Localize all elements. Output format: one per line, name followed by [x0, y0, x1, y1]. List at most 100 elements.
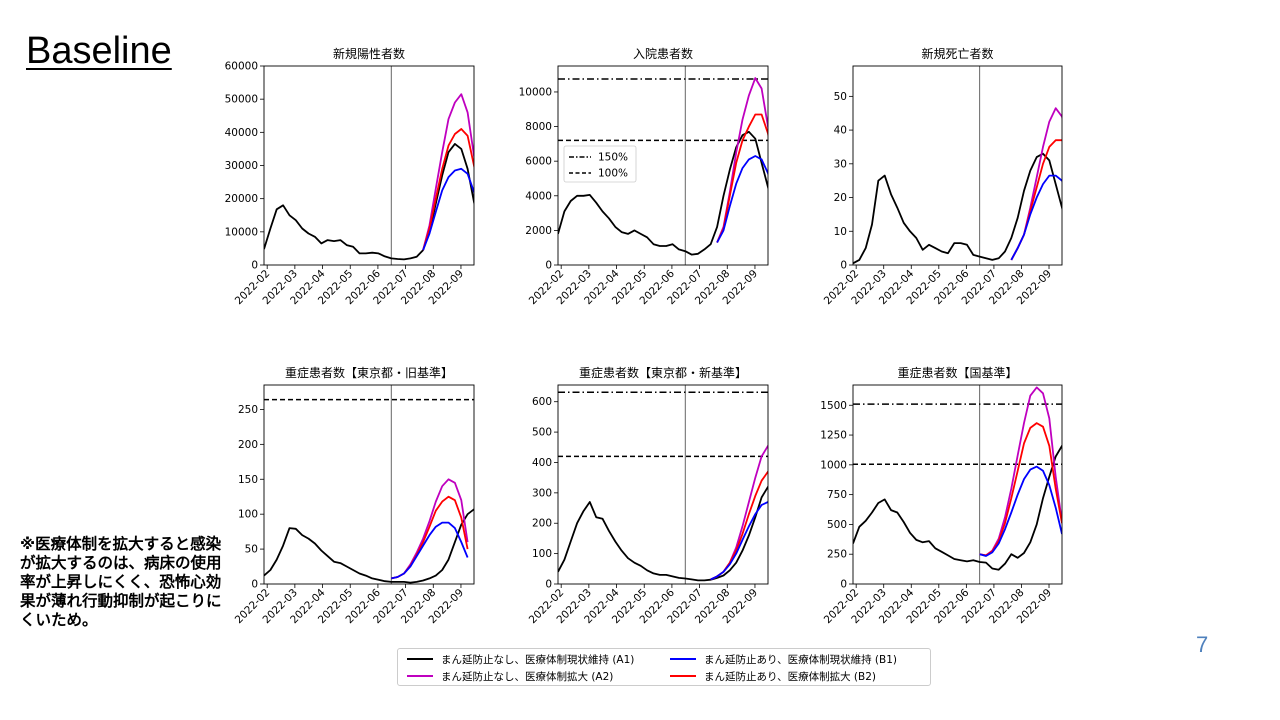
- chart-panel-6: 重症患者数【国基準】02505007501000125015002022-022…: [820, 365, 1063, 626]
- y-tick-label: 20: [834, 192, 847, 204]
- series-line-b1: [716, 155, 768, 243]
- y-tick-label: 200: [238, 439, 258, 451]
- series-line-a1: [264, 142, 474, 261]
- y-tick-label: 500: [532, 427, 552, 439]
- series-line-a2: [710, 444, 768, 581]
- chart-legend: まん延防止なし、医療体制現状維持 (A1) まん延防止あり、医療体制現状維持 (…: [397, 648, 931, 686]
- y-tick-label: 0: [545, 260, 552, 272]
- chart-data-layer: [264, 66, 474, 265]
- y-tick-label: 0: [251, 579, 258, 591]
- plot-frame: [263, 65, 475, 266]
- plot-frame: [263, 384, 475, 585]
- threshold-legend-label: 100%: [598, 168, 628, 180]
- chart-panel-4: 重症患者数【東京都・旧基準】0501001502002502022-022022…: [233, 365, 475, 626]
- y-tick-label: 100: [532, 548, 552, 560]
- y-tick-label: 10000: [225, 226, 258, 238]
- y-tick-label: 600: [532, 396, 552, 408]
- series-line-a1: [853, 444, 1062, 571]
- series-line-b1: [1010, 174, 1062, 261]
- y-tick-label: 2000: [525, 225, 552, 237]
- legend-item-b2: まん延防止あり、医療体制拡大 (B2): [670, 668, 876, 684]
- threshold-legend-label: 150%: [598, 152, 628, 164]
- y-tick-label: 1000: [820, 459, 847, 471]
- y-tick-label: 0: [545, 579, 552, 591]
- legend-swatch-a1: [407, 658, 433, 660]
- y-tick-label: 40: [834, 125, 847, 137]
- chart-panel-5: 重症患者数【東京都・新基準】01002003004005006002022-02…: [527, 365, 769, 626]
- series-line-a1: [558, 485, 768, 582]
- y-tick-label: 50000: [225, 94, 258, 106]
- chart-title: 新規陽性者数: [333, 46, 405, 61]
- chart-data-layer: [558, 385, 768, 584]
- chart-title: 重症患者数【東京都・旧基準】: [285, 365, 453, 380]
- y-tick-label: 8000: [525, 121, 552, 133]
- series-line-b1: [979, 465, 1062, 557]
- y-tick-label: 250: [827, 549, 847, 561]
- y-tick-label: 200: [532, 518, 552, 530]
- page-number: 7: [1196, 632, 1209, 657]
- chart-data-layer: [853, 385, 1062, 584]
- series-line-b2: [716, 113, 768, 243]
- plot-frame: [557, 65, 769, 266]
- legend-label-b2: まん延防止あり、医療体制拡大 (B2): [704, 670, 876, 683]
- y-tick-label: 100: [238, 509, 258, 521]
- y-tick-label: 150: [238, 474, 258, 486]
- y-tick-label: 30000: [225, 160, 258, 172]
- chart-data-layer: [558, 66, 768, 265]
- chart-title: 重症患者数【国基準】: [897, 365, 1017, 380]
- series-line-a1: [558, 130, 768, 256]
- series-line-b2: [422, 128, 474, 251]
- legend-label-b1: まん延防止あり、医療体制現状維持 (B1): [704, 653, 897, 666]
- y-tick-label: 750: [827, 489, 847, 501]
- legend-swatch-b1: [670, 658, 696, 660]
- y-tick-label: 10: [834, 226, 847, 238]
- y-tick-label: 1250: [820, 430, 847, 442]
- plot-frame: [852, 384, 1063, 585]
- chart-panel-1: 新規陽性者数0100002000030000400005000060000202…: [225, 46, 475, 307]
- plot-frame: [852, 65, 1063, 266]
- y-tick-label: 50: [245, 544, 258, 556]
- y-tick-label: 6000: [525, 156, 552, 168]
- plot-frame: [557, 384, 769, 585]
- y-tick-label: 50: [834, 91, 847, 103]
- series-line-a1: [853, 152, 1062, 265]
- series-line-b1: [422, 167, 474, 251]
- y-tick-label: 4000: [525, 190, 552, 202]
- series-line-a2: [422, 93, 474, 251]
- y-tick-label: 40000: [225, 127, 258, 139]
- chart-title: 重症患者数【東京都・新基準】: [579, 365, 747, 380]
- legend-swatch-a2: [407, 675, 433, 677]
- series-line-b1: [710, 501, 768, 581]
- y-tick-label: 300: [532, 487, 552, 499]
- chart-data-layer: [264, 385, 474, 584]
- chart-panel-3: 新規死亡者数010203040502022-022022-032022-0420…: [822, 46, 1063, 307]
- y-tick-label: 400: [532, 457, 552, 469]
- legend-item-a2: まん延防止なし、医療体制拡大 (A2): [407, 668, 613, 684]
- y-tick-label: 500: [827, 519, 847, 531]
- y-tick-label: 60000: [225, 61, 258, 73]
- explanatory-note: ※医療体制を拡大すると感染が拡大するのは、病床の使用率が上昇しにくく、恐怖心効果…: [20, 535, 222, 629]
- legend-item-b1: まん延防止あり、医療体制現状維持 (B1): [670, 651, 897, 667]
- chart-panel-2: 入院患者数02000400060008000100002022-022022-0…: [519, 46, 769, 307]
- chart-data-layer: [853, 66, 1062, 265]
- y-tick-label: 0: [840, 260, 847, 272]
- y-tick-label: 30: [834, 158, 847, 170]
- legend-label-a1: まん延防止なし、医療体制現状維持 (A1): [441, 653, 635, 666]
- legend-item-a1: まん延防止なし、医療体制現状維持 (A1): [407, 651, 634, 667]
- series-line-a2: [1010, 107, 1062, 261]
- y-tick-label: 1500: [820, 400, 847, 412]
- chart-title: 入院患者数: [633, 46, 693, 61]
- legend-label-a2: まん延防止なし、医療体制拡大 (A2): [441, 670, 614, 683]
- y-tick-label: 0: [840, 579, 847, 591]
- slide-title: Baseline: [26, 30, 172, 72]
- chart-title: 新規死亡者数: [921, 46, 993, 61]
- series-line-a1: [264, 508, 474, 584]
- y-tick-label: 10000: [519, 86, 552, 98]
- legend-swatch-b2: [670, 675, 696, 677]
- y-tick-label: 250: [238, 404, 258, 416]
- y-tick-label: 20000: [225, 193, 258, 205]
- series-line-a2: [979, 386, 1062, 557]
- series-line-b1: [391, 521, 469, 580]
- y-tick-label: 0: [251, 260, 258, 272]
